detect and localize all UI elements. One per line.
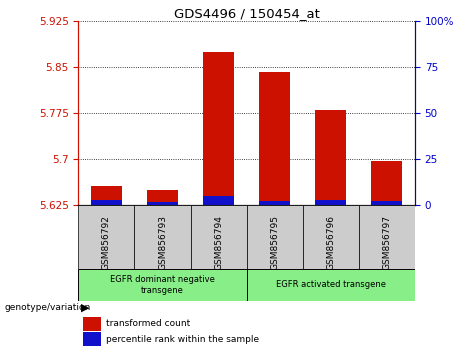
Text: EGFR dominant negative
transgene: EGFR dominant negative transgene: [110, 275, 215, 295]
Bar: [359, 205, 415, 269]
Text: GSM856796: GSM856796: [326, 215, 335, 270]
Text: EGFR activated transgene: EGFR activated transgene: [276, 280, 386, 290]
Bar: [259, 201, 290, 205]
Bar: [78, 269, 247, 301]
Bar: [259, 72, 290, 205]
Bar: [91, 186, 122, 205]
Text: genotype/variation: genotype/variation: [5, 303, 91, 312]
Bar: [91, 200, 122, 205]
Bar: [247, 205, 303, 269]
Text: GSM856797: GSM856797: [382, 215, 391, 270]
Title: GDS4496 / 150454_at: GDS4496 / 150454_at: [174, 7, 319, 20]
Text: ▶: ▶: [81, 303, 89, 313]
Bar: [372, 160, 402, 205]
Bar: [78, 205, 135, 269]
Bar: [247, 269, 415, 301]
Bar: [315, 110, 346, 205]
Bar: [372, 201, 402, 205]
Bar: [203, 52, 234, 205]
Bar: [135, 205, 190, 269]
Bar: [203, 196, 234, 205]
Bar: [190, 205, 247, 269]
Bar: [303, 205, 359, 269]
Bar: [147, 202, 178, 205]
Bar: [83, 317, 101, 331]
Bar: [147, 190, 178, 205]
Text: transformed count: transformed count: [106, 319, 190, 329]
Bar: [315, 200, 346, 205]
Text: GSM856792: GSM856792: [102, 215, 111, 270]
Text: GSM856794: GSM856794: [214, 215, 223, 270]
Text: GSM856795: GSM856795: [270, 215, 279, 270]
Bar: [83, 332, 101, 346]
Text: GSM856793: GSM856793: [158, 215, 167, 270]
Text: percentile rank within the sample: percentile rank within the sample: [106, 335, 259, 344]
